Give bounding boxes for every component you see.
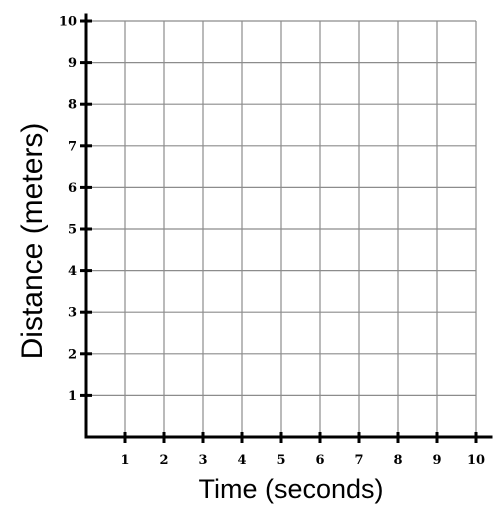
y-tick-label: 8 <box>68 98 77 113</box>
x-tick-label: 5 <box>276 453 285 468</box>
x-axis-title: Time (seconds) <box>198 474 383 504</box>
y-tick-label: 7 <box>68 139 77 154</box>
y-tick-label: 3 <box>68 306 77 321</box>
x-tick-label: 8 <box>393 453 402 468</box>
x-tick-label: 4 <box>237 453 246 468</box>
x-tick-label: 1 <box>120 453 129 468</box>
grid <box>86 20 477 437</box>
ticks: 1 2 3 4 5 6 7 8 9 10 1 2 3 4 5 6 7 8 9 10 <box>59 15 485 469</box>
x-tick-label: 10 <box>467 453 485 468</box>
x-tick-label: 7 <box>354 453 363 468</box>
y-tick-label: 9 <box>68 56 77 71</box>
y-tick-label: 4 <box>68 264 77 279</box>
y-tick-label: 10 <box>59 15 77 30</box>
axes <box>84 13 493 439</box>
y-tick-label: 2 <box>68 347 77 362</box>
y-axis-title: Distance (meters) <box>16 123 49 360</box>
x-tick-label: 6 <box>315 453 324 468</box>
x-tick-label: 2 <box>159 453 168 468</box>
y-tick-label: 1 <box>68 389 77 404</box>
x-tick-label: 3 <box>198 453 207 468</box>
x-tick-label: 9 <box>432 453 441 468</box>
y-tick-label: 6 <box>68 181 77 196</box>
y-tick-label: 5 <box>68 223 77 238</box>
